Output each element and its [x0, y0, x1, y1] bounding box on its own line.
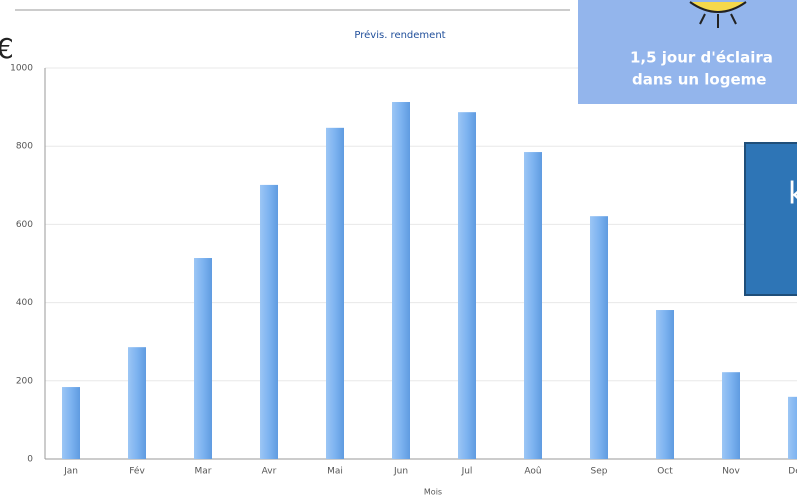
x-tick-label: Avr [262, 467, 277, 477]
bar [656, 310, 674, 459]
bar [590, 216, 608, 459]
bar [458, 112, 476, 460]
bar [194, 258, 212, 459]
banner-line: dans un logeme [632, 71, 766, 89]
banner-line: 1,5 jour d'éclaira [630, 49, 773, 67]
x-tick-label: Mar [195, 467, 212, 477]
x-tick-label: Oct [657, 467, 673, 477]
y-tick-label: 200 [16, 376, 33, 386]
bar [260, 184, 278, 459]
x-tick-label: Aoû [524, 467, 541, 477]
y-tick-label: 400 [16, 298, 33, 308]
x-tick-label: Sep [591, 467, 608, 477]
sun-icon [689, 1, 747, 28]
x-tick-label: Jul [461, 467, 473, 477]
x-tick-label: Déc [788, 466, 797, 477]
bar [722, 372, 740, 459]
bar [392, 102, 410, 459]
callout-text: k [788, 177, 797, 212]
x-tick-label: Mai [327, 467, 343, 477]
plot: 0 200 400 600 800 1000 Jan Fév Mar Avr Mai Jun Jul Ao… [10, 64, 797, 477]
y-tick-label: 1000 [10, 64, 33, 74]
bar [128, 347, 146, 459]
callout [744, 142, 797, 296]
y-tick-label: 800 [16, 142, 33, 152]
x-tick-label: Nov [722, 467, 740, 477]
x-axis-label: Mois [424, 488, 442, 497]
bar [62, 387, 80, 459]
currency-symbol: € [0, 32, 14, 65]
y-tick-label: 0 [27, 455, 33, 465]
banner [578, 0, 797, 104]
bar [788, 396, 797, 459]
bar [326, 127, 344, 459]
x-tick-label: Jan [63, 467, 78, 477]
chart-title: Prévis. rendement [354, 29, 445, 41]
y-tick-label: 600 [16, 220, 33, 230]
x-tick-label: Jun [393, 467, 408, 477]
bar [524, 152, 542, 459]
x-tick-label: Fév [129, 466, 145, 477]
